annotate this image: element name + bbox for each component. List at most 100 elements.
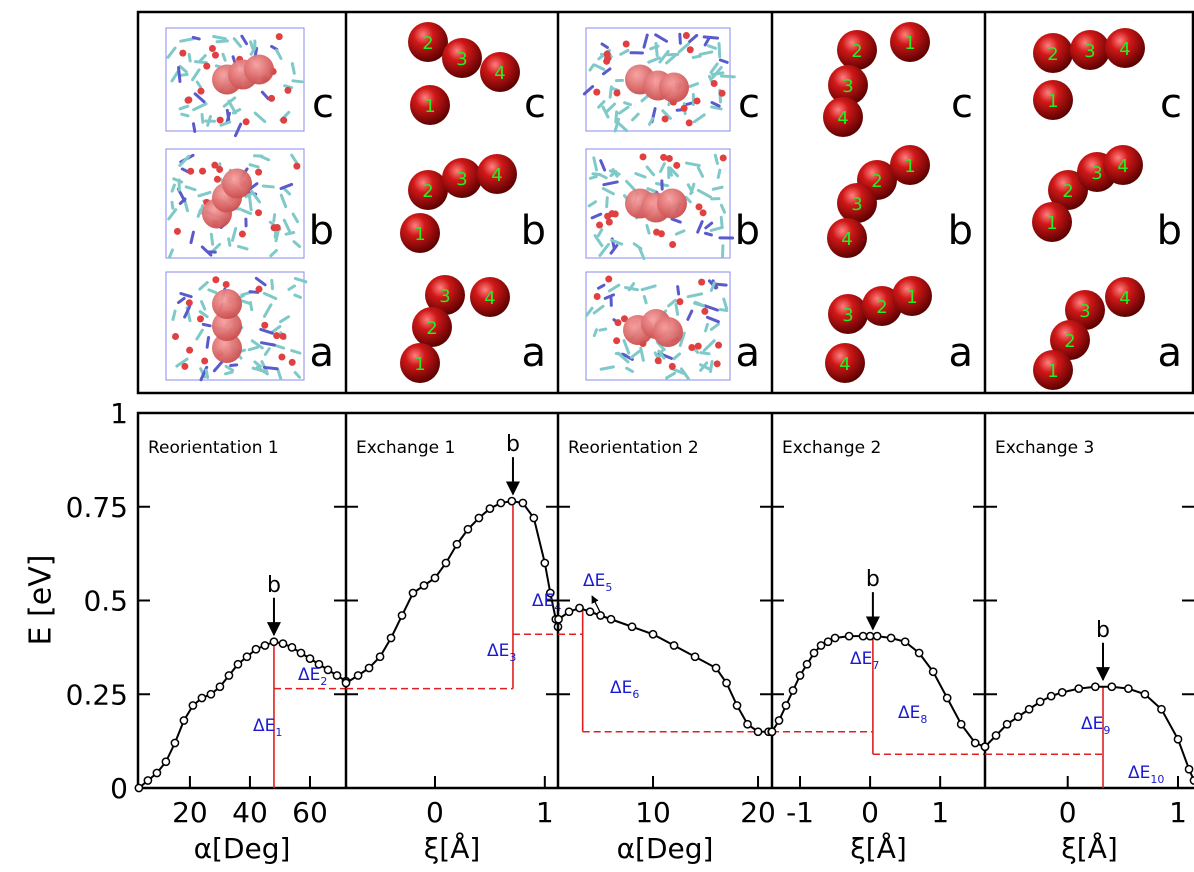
bond bbox=[710, 361, 712, 371]
energy-curve bbox=[772, 636, 985, 747]
y-tick-label: 0.75 bbox=[66, 491, 128, 524]
data-point bbox=[845, 633, 852, 640]
oxygen bbox=[201, 357, 208, 364]
energy-label-text: ΔE bbox=[253, 716, 275, 736]
x-tick-label: 20 bbox=[740, 796, 776, 829]
bond bbox=[293, 81, 302, 82]
atom-label: 1 bbox=[1047, 361, 1058, 382]
oxygen bbox=[199, 168, 206, 175]
x-tick-label: 60 bbox=[292, 796, 328, 829]
data-point bbox=[555, 616, 562, 623]
bond bbox=[693, 56, 700, 57]
crystal bbox=[586, 272, 730, 380]
data-point bbox=[628, 623, 635, 630]
oxygen bbox=[268, 95, 275, 102]
atom-label: 2 bbox=[876, 297, 887, 318]
bond bbox=[202, 114, 203, 122]
data-point bbox=[782, 702, 789, 709]
data-point bbox=[324, 666, 331, 673]
oxygen bbox=[603, 58, 610, 65]
bond bbox=[722, 76, 735, 77]
row-letter: a bbox=[521, 330, 546, 376]
panel-title: Exchange 2 bbox=[782, 438, 881, 458]
oxygen bbox=[681, 105, 688, 112]
data-point bbox=[431, 574, 438, 581]
atom-label: 1 bbox=[414, 354, 425, 375]
crystal bbox=[586, 149, 733, 259]
oxygen bbox=[593, 89, 600, 96]
bond bbox=[292, 64, 294, 74]
atom-label: 4 bbox=[484, 288, 495, 309]
bond bbox=[193, 37, 199, 39]
oxygen bbox=[212, 276, 219, 283]
data-point bbox=[1125, 685, 1132, 692]
atom-label: 4 bbox=[491, 165, 502, 186]
atom-label: 4 bbox=[839, 354, 850, 375]
bond bbox=[719, 44, 720, 57]
data-point bbox=[387, 634, 394, 641]
oxygen bbox=[179, 50, 186, 57]
bond bbox=[712, 73, 723, 75]
atom-label: 2 bbox=[426, 318, 437, 339]
oxygen bbox=[197, 88, 204, 95]
x-tick-label: 10 bbox=[635, 796, 671, 829]
energy-label-sub: 1 bbox=[275, 726, 282, 739]
x-axis-label: α[Deg] bbox=[617, 832, 714, 865]
oxygen bbox=[280, 117, 287, 124]
atom-label: 1 bbox=[906, 287, 917, 308]
energy-label-sub: 7 bbox=[872, 659, 879, 672]
bond bbox=[264, 367, 277, 368]
atom-label: 3 bbox=[456, 169, 467, 190]
data-point bbox=[916, 649, 923, 656]
energy-label-sub: 10 bbox=[1150, 773, 1164, 786]
data-point bbox=[1174, 736, 1181, 743]
atom-label: 3 bbox=[851, 194, 862, 215]
panel-title: Reorientation 1 bbox=[148, 438, 279, 458]
oxygen bbox=[669, 241, 676, 248]
oxygen bbox=[640, 153, 647, 160]
oxygen bbox=[698, 279, 705, 286]
data-point bbox=[873, 633, 880, 640]
data-point bbox=[508, 498, 515, 505]
atom-label: 1 bbox=[1046, 213, 1057, 234]
cluster-atom bbox=[653, 317, 683, 347]
bond bbox=[607, 198, 608, 207]
data-point bbox=[234, 661, 241, 668]
data-point bbox=[270, 638, 277, 645]
y-tick-label: 1 bbox=[110, 397, 128, 430]
oxygen bbox=[596, 222, 603, 229]
data-point bbox=[180, 717, 187, 724]
oxygen bbox=[715, 342, 722, 349]
oxygen bbox=[185, 96, 192, 103]
data-point bbox=[944, 694, 951, 701]
data-point bbox=[189, 702, 196, 709]
data-point bbox=[691, 653, 698, 660]
row-letter: b bbox=[1157, 208, 1182, 254]
data-point bbox=[859, 633, 866, 640]
data-point bbox=[1075, 685, 1082, 692]
data-point bbox=[354, 672, 361, 679]
atom-label: 4 bbox=[494, 63, 505, 84]
bond bbox=[713, 187, 722, 189]
data-point bbox=[649, 631, 656, 638]
oxygen bbox=[186, 347, 193, 354]
data-point bbox=[153, 769, 160, 776]
data-point bbox=[586, 608, 593, 615]
bond bbox=[182, 114, 188, 116]
oxygen bbox=[223, 281, 230, 288]
data-point bbox=[442, 559, 449, 566]
oxygen bbox=[605, 276, 612, 283]
oxygen bbox=[186, 299, 193, 306]
energy-label: ΔE6 bbox=[610, 678, 639, 701]
bond bbox=[223, 54, 225, 60]
data-point bbox=[712, 664, 719, 671]
energy-label-text: ΔE bbox=[298, 665, 320, 685]
atom-label: 3 bbox=[842, 305, 853, 326]
x-tick-label: 1 bbox=[536, 796, 554, 829]
data-point bbox=[1141, 691, 1148, 698]
y-axis-label: E [eV] bbox=[24, 555, 59, 646]
oxygen bbox=[662, 115, 669, 122]
oxygen bbox=[255, 169, 262, 176]
bond bbox=[226, 372, 233, 374]
